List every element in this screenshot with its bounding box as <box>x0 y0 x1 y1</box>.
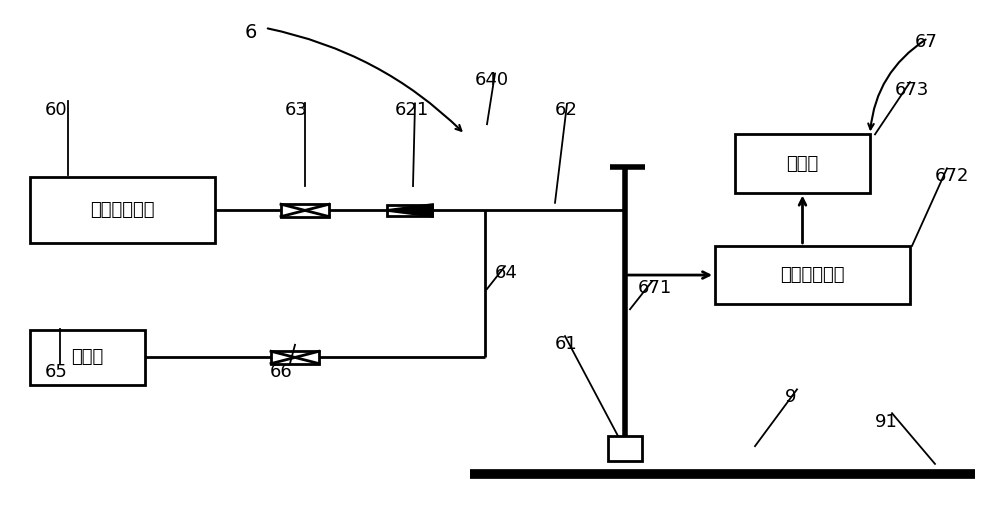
Text: 导电率获取部: 导电率获取部 <box>780 266 845 284</box>
Text: 671: 671 <box>638 279 672 297</box>
Text: 9: 9 <box>785 388 796 406</box>
Text: 640: 640 <box>475 71 509 89</box>
Bar <box>30 330 145 385</box>
Text: 64: 64 <box>495 264 518 282</box>
Polygon shape <box>387 205 432 216</box>
Bar <box>608 436 642 461</box>
Bar <box>735 134 870 193</box>
Text: 621: 621 <box>395 101 429 120</box>
Bar <box>715 246 910 304</box>
Text: 66: 66 <box>270 363 293 381</box>
Text: 60: 60 <box>45 101 68 120</box>
Text: 673: 673 <box>895 81 929 99</box>
Text: 处理液供给源: 处理液供给源 <box>90 201 155 220</box>
Text: 吸引部: 吸引部 <box>71 348 104 367</box>
Text: 6: 6 <box>245 23 257 42</box>
Text: 63: 63 <box>285 101 308 120</box>
Text: 61: 61 <box>555 335 578 353</box>
Bar <box>281 204 329 216</box>
Text: 672: 672 <box>935 167 969 186</box>
Bar <box>271 351 319 364</box>
Text: 判断部: 判断部 <box>786 155 819 172</box>
Text: 67: 67 <box>915 33 938 51</box>
Bar <box>30 177 215 243</box>
Text: 65: 65 <box>45 363 68 381</box>
Text: 91: 91 <box>875 413 898 431</box>
Bar <box>387 205 432 216</box>
Text: 62: 62 <box>555 101 578 120</box>
